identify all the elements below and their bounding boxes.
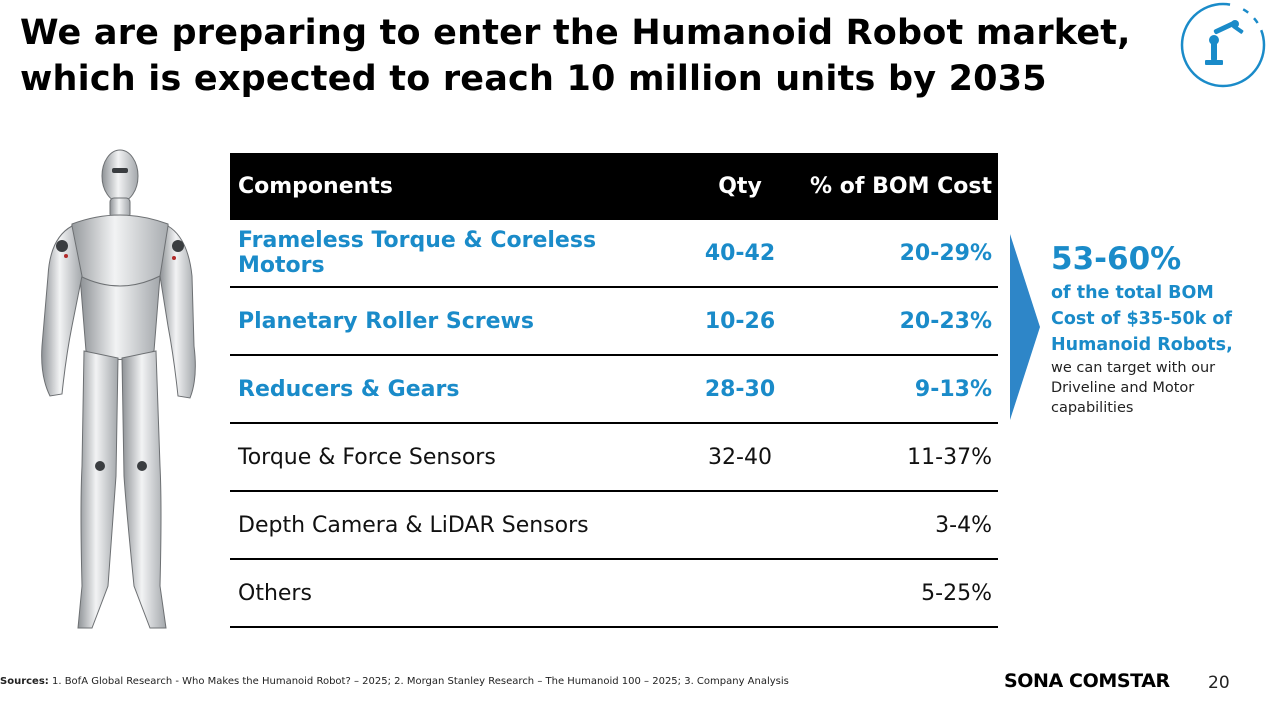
- callout-small-text: we can target with our Driveline and Mot…: [1051, 358, 1256, 418]
- callout-blue-text: of the total BOM Cost of $35-50k of Huma…: [1051, 280, 1256, 358]
- sources-footnote: Sources: 1. BofA Global Research - Who M…: [0, 676, 789, 687]
- cell-bom: 20-23%: [899, 308, 992, 334]
- table-row: Planetary Roller Screws 10-26 20-23%: [230, 288, 998, 356]
- table-row: Reducers & Gears 28-30 9-13%: [230, 356, 998, 424]
- cell-qty: 10-26: [704, 308, 776, 334]
- bom-table: Components Qty % of BOM Cost Frameless T…: [230, 153, 998, 628]
- cell-bom: 9-13%: [914, 376, 992, 402]
- callout-line: capabilities: [1051, 400, 1134, 416]
- callout-line: Driveline and Motor: [1051, 380, 1195, 396]
- robot-arm-icon: [1180, 2, 1266, 88]
- header-qty: Qty: [718, 174, 762, 199]
- title-line-2: which is expected to reach 10 million un…: [20, 59, 1047, 99]
- table-row: Torque & Force Sensors 32-40 11-37%: [230, 424, 998, 492]
- table-row: Others 5-25%: [230, 560, 998, 628]
- cell-qty: 32-40: [708, 444, 772, 470]
- page-title: We are preparing to enter the Humanoid R…: [20, 10, 1140, 102]
- cell-component: Others: [238, 580, 312, 606]
- callout-line: we can target with our: [1051, 360, 1216, 376]
- title-line-1: We are preparing to enter the Humanoid R…: [20, 13, 1131, 53]
- header-bom-cost: % of BOM Cost: [810, 174, 992, 199]
- cell-bom: 20-29%: [899, 240, 992, 266]
- table-header: Components Qty % of BOM Cost: [230, 153, 998, 220]
- cell-component: Depth Camera & LiDAR Sensors: [238, 512, 589, 538]
- cell-bom: 11-37%: [907, 444, 992, 470]
- brand-logo: SONA COMSTAR: [1004, 670, 1170, 692]
- chevron-arrow-icon: [1010, 234, 1040, 420]
- header-components: Components: [238, 174, 393, 199]
- cell-bom: 5-25%: [921, 580, 992, 606]
- page-number: 20: [1208, 673, 1230, 693]
- cell-component: Reducers & Gears: [238, 376, 460, 402]
- cell-component: Planetary Roller Screws: [238, 308, 534, 334]
- cell-qty: 40-42: [704, 240, 776, 266]
- cell-component: Torque & Force Sensors: [238, 444, 496, 470]
- table-row: Depth Camera & LiDAR Sensors 3-4%: [230, 492, 998, 560]
- callout-box: 53-60% of the total BOM Cost of $35-50k …: [1051, 240, 1256, 418]
- sources-text: 1. BofA Global Research - Who Makes the …: [48, 676, 789, 687]
- callout-headline: 53-60%: [1051, 241, 1182, 277]
- callout-line: of the total BOM: [1051, 283, 1214, 303]
- humanoid-robot-image: [41, 149, 196, 629]
- sources-label: Sources:: [0, 676, 49, 687]
- callout-line: Humanoid Robots,: [1051, 335, 1233, 355]
- table-row: Frameless Torque & Coreless Motors 40-42…: [230, 220, 998, 288]
- cell-component: Frameless Torque & Coreless Motors: [238, 228, 597, 278]
- cell-bom: 3-4%: [935, 512, 992, 538]
- callout-line: Cost of $35-50k of: [1051, 309, 1232, 329]
- cell-qty: 28-30: [704, 376, 776, 402]
